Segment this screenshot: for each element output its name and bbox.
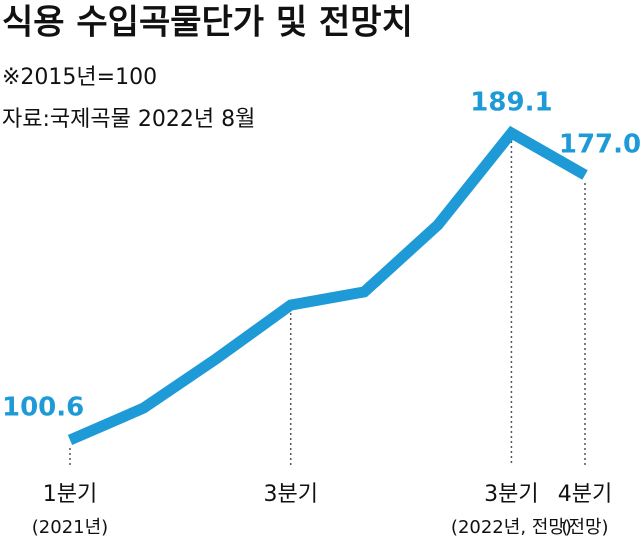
x-tick-note: (2022년, 전망) (451, 517, 572, 538)
chart-title: 식용 수입곡물단가 및 전망치 (2, 3, 413, 43)
x-tick-label: 1분기 (43, 482, 97, 507)
note: 자료:국제곡물 2022년 8월 (2, 107, 255, 132)
x-tick-label: 4분기 (558, 482, 612, 507)
x-tick-note: (2021년) (32, 517, 108, 538)
x-tick-label: 3분기 (263, 482, 317, 507)
note: ※2015년=100 (2, 65, 157, 90)
data-label: 189.1 (470, 88, 552, 118)
data-label: 177.0 (559, 129, 640, 159)
data-label: 100.6 (2, 393, 84, 423)
x-tick-label: 3분기 (484, 482, 538, 507)
x-tick-note: (전망) (561, 517, 608, 538)
line (67, 125, 588, 446)
